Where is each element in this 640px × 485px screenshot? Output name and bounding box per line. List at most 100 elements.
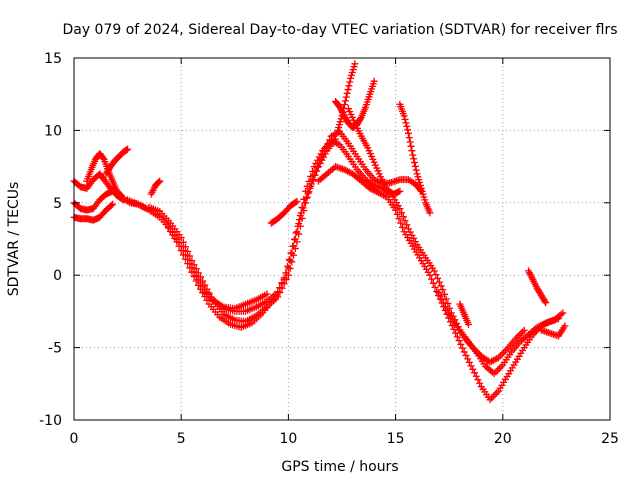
data-point [491, 391, 499, 399]
data-point [426, 271, 434, 279]
data-point [263, 290, 271, 298]
data-point [460, 348, 468, 356]
data-point [343, 89, 351, 97]
data-point [179, 251, 187, 259]
data-point [173, 238, 181, 246]
data-point [190, 273, 198, 281]
data-point [309, 176, 317, 184]
series-track-3 [70, 200, 117, 224]
data-point [276, 284, 284, 292]
data-point [437, 282, 445, 290]
data-point [269, 296, 277, 304]
data-point [559, 309, 567, 317]
series-track-2 [70, 170, 127, 204]
data-point [313, 167, 321, 175]
data-point [453, 333, 461, 341]
data-point [294, 222, 302, 230]
data-point [401, 115, 409, 123]
series-track-4 [83, 150, 125, 200]
data-point [402, 119, 410, 127]
data-point [448, 322, 456, 330]
data-point [462, 351, 470, 359]
data-point [396, 187, 404, 195]
data-point [303, 193, 311, 201]
data-point [432, 271, 440, 279]
x-tick-label: 25 [601, 431, 619, 447]
series-track-10 [199, 286, 271, 313]
plot-frame [73, 57, 611, 421]
data-point [305, 188, 313, 196]
data-point [405, 134, 413, 142]
data-point [302, 194, 310, 202]
data-point [542, 299, 550, 307]
series-track-9 [162, 135, 340, 331]
data-point [278, 280, 286, 288]
y-tick-label: 5 [53, 196, 62, 212]
data-point [116, 191, 124, 199]
data-point [280, 276, 288, 284]
data-point [311, 171, 319, 179]
data-point [492, 368, 500, 376]
data-point [184, 260, 192, 268]
tick-layer: 0 5 10 15 20 25 -10 -5 0 5 10 15 [39, 51, 619, 447]
series-track-7 [147, 177, 164, 198]
data-point [203, 296, 211, 304]
data-point [520, 326, 528, 334]
data-point [186, 252, 194, 260]
data-point [184, 247, 192, 255]
data-point [177, 234, 185, 242]
data-point [430, 267, 438, 275]
data-point [395, 215, 403, 223]
data-point [406, 138, 414, 146]
data-point [177, 247, 185, 255]
data-point [495, 364, 503, 372]
data-point [410, 159, 418, 167]
data-point [464, 320, 472, 328]
data-point [296, 216, 304, 224]
data-point [192, 265, 200, 273]
data-point [398, 223, 406, 231]
x-tick-label: 5 [177, 431, 186, 447]
data-point [404, 129, 412, 137]
data-point [455, 337, 463, 345]
data-point [274, 288, 282, 296]
series-track-20 [537, 322, 569, 340]
data-point [408, 147, 416, 155]
data-point [403, 122, 411, 130]
data-point [440, 290, 448, 298]
data-point [401, 217, 409, 225]
x-axis-label: GPS time / hours [281, 459, 398, 475]
data-point [345, 82, 353, 90]
data-point [403, 221, 411, 229]
data-point [561, 322, 569, 330]
data-point [272, 292, 280, 300]
data-point [436, 292, 444, 300]
data-point [107, 201, 115, 209]
series-track-17 [434, 289, 528, 366]
data-point [155, 178, 163, 186]
series-track-12 [314, 163, 563, 404]
data-point [344, 86, 352, 94]
data-point [469, 365, 477, 373]
data-point [493, 389, 501, 397]
data-point [465, 358, 473, 366]
data-point [292, 198, 300, 206]
data-point [196, 273, 204, 281]
data-point [301, 199, 309, 207]
data-point [351, 60, 359, 68]
data-point [179, 238, 187, 246]
data-point [500, 349, 508, 357]
data-point [400, 112, 408, 120]
data-point [498, 350, 506, 358]
data-point [201, 281, 209, 289]
x-tick-label: 15 [387, 431, 405, 447]
series-track-15 [344, 105, 404, 198]
data-point [292, 229, 300, 237]
data-point [186, 264, 194, 272]
data-point [293, 197, 301, 205]
data-point [299, 204, 307, 212]
data-point [399, 213, 407, 221]
data-point [117, 192, 125, 200]
data-point [458, 344, 466, 352]
